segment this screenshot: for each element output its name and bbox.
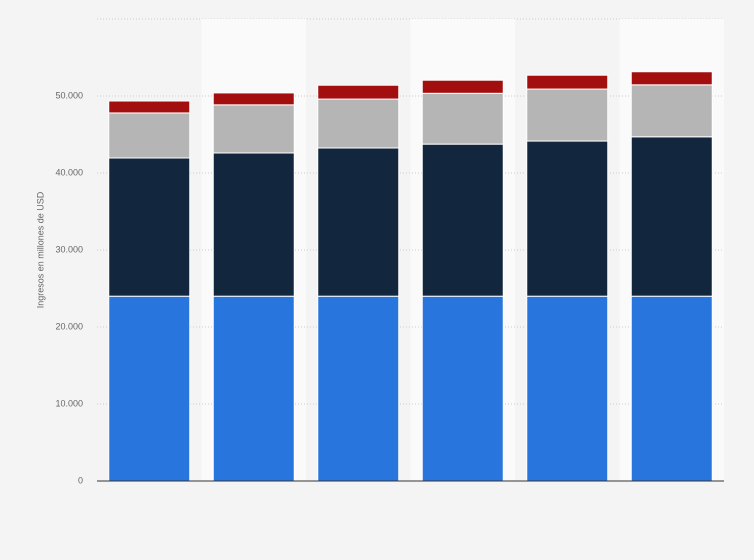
- bar-segment: [526, 295, 609, 482]
- bar-segment: [526, 88, 609, 142]
- bar-segment: [630, 136, 713, 297]
- bar-segment: [212, 152, 295, 297]
- bar-segment: [526, 140, 609, 297]
- y-tick-label: 30.000: [55, 244, 83, 254]
- bar-segment: [317, 295, 400, 482]
- y-tick-label: 10.000: [55, 398, 83, 408]
- bar-segment: [526, 74, 609, 90]
- y-tick-label: 20.000: [55, 321, 83, 331]
- bar-segment: [317, 98, 400, 149]
- y-tick-label: 40.000: [55, 167, 83, 177]
- bar-segment: [421, 79, 504, 94]
- bar-segment: [108, 295, 191, 482]
- bar-segment: [108, 157, 191, 297]
- y-axis-label: Ingresos en millones de USD: [35, 191, 45, 308]
- bar-segment: [421, 143, 504, 297]
- y-tick-label: 50.000: [55, 90, 83, 100]
- bar-segment: [212, 104, 295, 154]
- bar-segment: [630, 295, 713, 482]
- bar-segment: [108, 100, 191, 114]
- bar-segment: [108, 112, 191, 159]
- bar-segment: [212, 295, 295, 482]
- y-tick-label: 0: [78, 475, 83, 485]
- bar-segment: [630, 71, 713, 86]
- bar-segment: [630, 84, 713, 138]
- bar-segment: [421, 295, 504, 482]
- bar-segment: [317, 147, 400, 297]
- bar-segment: [317, 84, 400, 100]
- bar-segment: [421, 92, 504, 145]
- bar-segment: [212, 92, 295, 106]
